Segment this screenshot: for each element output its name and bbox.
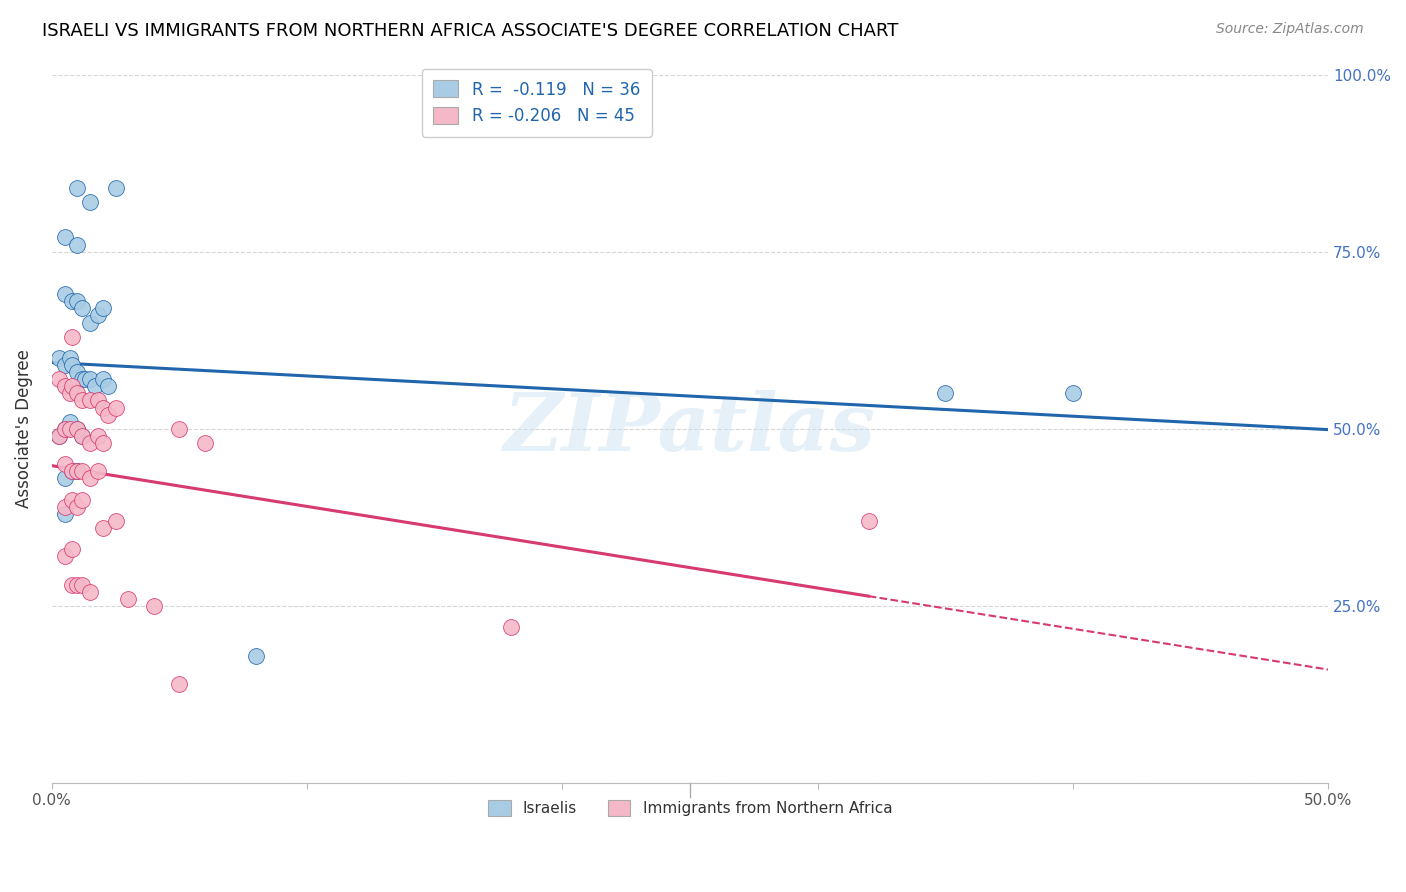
Point [72,464,94,478]
Point [79,316,101,330]
Point [53,287,76,301]
Point [59,351,82,365]
Point [59,386,82,401]
Point [79,471,101,485]
Point [60,464,83,478]
Point [48,429,70,443]
Point [53,507,76,521]
Point [66,464,89,478]
Point [194,436,217,450]
Point [53,471,76,485]
Point [245,648,267,663]
Point [79,195,101,210]
Point [97,408,120,422]
Point [72,577,94,591]
Point [73,372,96,386]
Point [104,181,127,195]
Point [60,492,83,507]
Point [53,422,76,436]
Point [79,393,101,408]
Point [53,500,76,514]
Point [79,436,101,450]
Point [104,401,127,415]
Point [86,429,108,443]
Point [91,372,114,386]
Point [91,401,114,415]
Point [169,422,191,436]
Point [66,422,89,436]
Point [501,620,523,634]
Y-axis label: Associate's Degree: Associate's Degree [15,350,32,508]
Point [66,500,89,514]
Point [79,372,101,386]
Point [91,521,114,535]
Point [66,181,89,195]
Point [934,386,956,401]
Point [48,372,70,386]
Point [60,464,83,478]
Point [48,351,70,365]
Point [91,436,114,450]
Point [60,542,83,557]
Point [86,393,108,408]
Point [60,358,83,372]
Point [72,492,94,507]
Point [53,457,76,471]
Point [66,386,89,401]
Point [72,429,94,443]
Point [66,294,89,309]
Point [66,237,89,252]
Point [53,422,76,436]
Point [91,301,114,316]
Point [53,549,76,564]
Point [86,309,108,323]
Point [60,577,83,591]
Point [84,379,107,393]
Point [142,599,165,613]
Point [104,514,127,528]
Point [97,379,120,393]
Point [66,422,89,436]
Point [169,677,191,691]
Point [858,514,880,528]
Point [66,464,89,478]
Point [66,577,89,591]
Point [48,429,70,443]
Point [117,591,139,606]
Text: ZIPatlas: ZIPatlas [503,390,876,467]
Text: Source: ZipAtlas.com: Source: ZipAtlas.com [1216,22,1364,37]
Point [1062,386,1084,401]
Point [79,584,101,599]
Point [53,379,76,393]
Point [53,358,76,372]
Point [86,464,108,478]
Text: ISRAELI VS IMMIGRANTS FROM NORTHERN AFRICA ASSOCIATE'S DEGREE CORRELATION CHART: ISRAELI VS IMMIGRANTS FROM NORTHERN AFRI… [42,22,898,40]
Point [72,393,94,408]
Point [72,429,94,443]
Point [60,294,83,309]
Point [72,301,94,316]
Point [60,329,83,343]
Point [59,422,82,436]
Point [59,415,82,429]
Point [60,379,83,393]
Legend: Israelis, Immigrants from Northern Africa: Israelis, Immigrants from Northern Afric… [478,790,901,825]
Point [53,230,76,244]
Point [66,365,89,379]
Point [72,372,94,386]
